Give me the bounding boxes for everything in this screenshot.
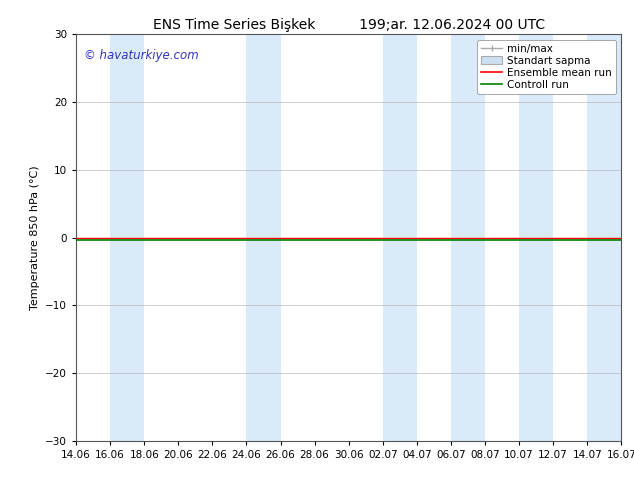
Bar [247,34,280,441]
Bar [383,34,417,441]
Bar [587,34,621,441]
Bar [519,34,553,441]
Text: © havaturkiye.com: © havaturkiye.com [84,49,199,62]
Bar [451,34,485,441]
Title: ENS Time Series Bişkek          199;ar. 12.06.2024 00 UTC: ENS Time Series Bişkek 199;ar. 12.06.202… [153,18,545,32]
Legend: min/max, Standart sapma, Ensemble mean run, Controll run: min/max, Standart sapma, Ensemble mean r… [477,40,616,94]
Y-axis label: Temperature 850 hPa (°C): Temperature 850 hPa (°C) [30,165,39,310]
Bar [110,34,144,441]
